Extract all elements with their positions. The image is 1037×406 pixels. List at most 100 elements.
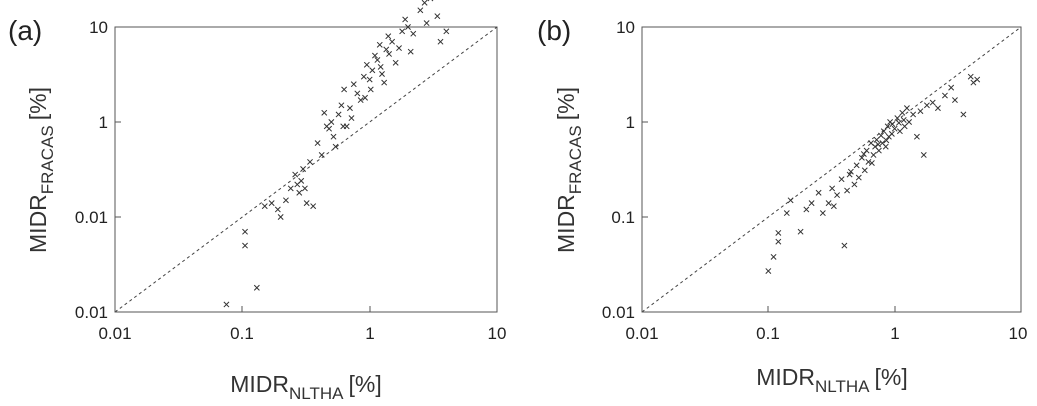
- panel-b-ylabel: MIDRFRACAS [%]: [553, 87, 585, 253]
- panel-a-point: [410, 30, 417, 37]
- panel-b-point: [860, 151, 867, 157]
- panel-a-point: [307, 158, 313, 165]
- panel-b-ytick-label: 1: [626, 113, 635, 132]
- panel-a-point: [405, 24, 411, 30]
- panel-a-point: [362, 94, 369, 101]
- panel-b-point: [815, 189, 822, 196]
- panel-b-point: [846, 171, 853, 178]
- panel-b-point: [855, 174, 862, 181]
- panel-b-point: [967, 73, 974, 80]
- panel-b-point: [808, 200, 815, 207]
- panel-a-point: [443, 28, 450, 35]
- panel-b-point: [884, 123, 891, 130]
- panel-b-point: [861, 167, 868, 174]
- panel-b: (b) 0.01 0.1 1 10 0.01 0.1 1 10 MIDRNLTH…: [537, 15, 1027, 396]
- panel-b-point: [858, 154, 865, 161]
- panel-a-point: [274, 206, 281, 213]
- panel-a-point: [363, 61, 370, 68]
- panel-a-point: [389, 38, 396, 45]
- panel-b-ytick-label: 10: [616, 18, 635, 37]
- panel-b-plot-frame: [641, 26, 1022, 313]
- panel-a-point: [427, 0, 434, 2]
- panel-b-point: [870, 151, 877, 158]
- panel-b-xtick-label: 1: [890, 324, 899, 343]
- panel-a-points: [223, 0, 450, 308]
- panel-b-xtick-label: 0.1: [756, 324, 780, 343]
- panel-b-point: [934, 105, 941, 112]
- panel-b-point: [853, 162, 860, 169]
- panel-b-point: [883, 137, 890, 144]
- panel-a-point: [223, 301, 230, 308]
- panel-a-point: [242, 242, 248, 249]
- panel-a-point: [348, 115, 355, 122]
- panel-a-point: [253, 284, 260, 291]
- panel-b-point: [834, 192, 841, 199]
- panel-b-ylabel-unit: [%]: [553, 87, 579, 120]
- panel-b-point: [948, 84, 955, 91]
- panel-a-point: [282, 197, 289, 204]
- panel-b-point: [903, 105, 910, 112]
- panel-a-point: [341, 86, 348, 93]
- panel-a-point: [379, 71, 385, 77]
- panel-b-ylabel-main: MIDR: [553, 194, 579, 253]
- panel-a-point: [330, 133, 337, 140]
- panel-a-point: [385, 33, 392, 40]
- panel-a-point: [296, 189, 303, 196]
- panel-a-xtick-label: 0.1: [230, 324, 254, 343]
- panel-b-point: [878, 132, 884, 139]
- panel-b-point: [829, 185, 836, 192]
- panel-b-point: [929, 99, 936, 106]
- panel-b-point: [900, 117, 907, 123]
- panel-b-point: [906, 119, 913, 125]
- panel-b-point: [868, 160, 875, 166]
- panel-a-point: [417, 7, 424, 14]
- panel-b-point: [894, 115, 901, 122]
- panel-a-point: [321, 109, 328, 116]
- panel-b-point: [765, 268, 772, 274]
- panel-b-point: [970, 79, 977, 86]
- panel-a-xtick-label: 1: [365, 324, 374, 343]
- panel-a-point: [354, 90, 361, 97]
- panel-b-xlabel-sub: NLTHA: [815, 377, 870, 396]
- panel-a-ytick-label: 1: [99, 113, 108, 132]
- panel-a-ytick-label: 0.01: [75, 208, 108, 227]
- panel-a-point: [371, 52, 378, 59]
- panel-b-point: [787, 197, 794, 204]
- panel-b-ytick-label: 0.1: [611, 208, 635, 227]
- panel-a-point: [396, 45, 402, 52]
- panel-a-point: [383, 46, 390, 53]
- panel-b-point: [830, 203, 837, 210]
- panel-b-point: [803, 206, 810, 213]
- panel-a-ylabel-sub: FRACAS: [38, 125, 57, 194]
- panel-a-point: [366, 76, 373, 83]
- panel-b-point: [880, 128, 887, 135]
- panel-a-point: [310, 203, 317, 210]
- panel-b-point: [770, 253, 777, 260]
- panel-a-point: [326, 125, 333, 132]
- panel-a-point: [374, 56, 381, 63]
- panel-a-xlabel-unit: [%]: [349, 371, 382, 397]
- panel-b-point: [825, 200, 832, 207]
- panel-a-point: [318, 151, 325, 158]
- panel-b-point: [838, 176, 845, 183]
- panel-b-point: [889, 121, 896, 128]
- panel-a-point: [399, 28, 406, 35]
- panel-a-point: [340, 123, 347, 130]
- panel-a-label: (a): [8, 15, 42, 46]
- panel-a-point: [332, 143, 339, 150]
- panel-a-point: [369, 67, 376, 74]
- panel-b-xlabel-main: MIDR: [756, 364, 815, 390]
- panel-a-point: [421, 0, 428, 6]
- panel-b-point: [899, 109, 906, 116]
- panel-b-point: [851, 181, 858, 188]
- panel-b-xlabel-unit: [%]: [875, 364, 908, 390]
- panel-a-xlabel-sub: NLTHA: [289, 384, 344, 403]
- panel-a-point: [392, 59, 399, 66]
- panel-b-xlabel: MIDRNLTHA [%]: [756, 364, 908, 396]
- panel-a-point: [277, 214, 284, 220]
- panel-a-point: [338, 102, 345, 109]
- panel-b-xtick-label: 10: [1009, 324, 1028, 343]
- panel-a-ylabel-unit: [%]: [25, 87, 51, 120]
- panel-b-point: [960, 111, 967, 118]
